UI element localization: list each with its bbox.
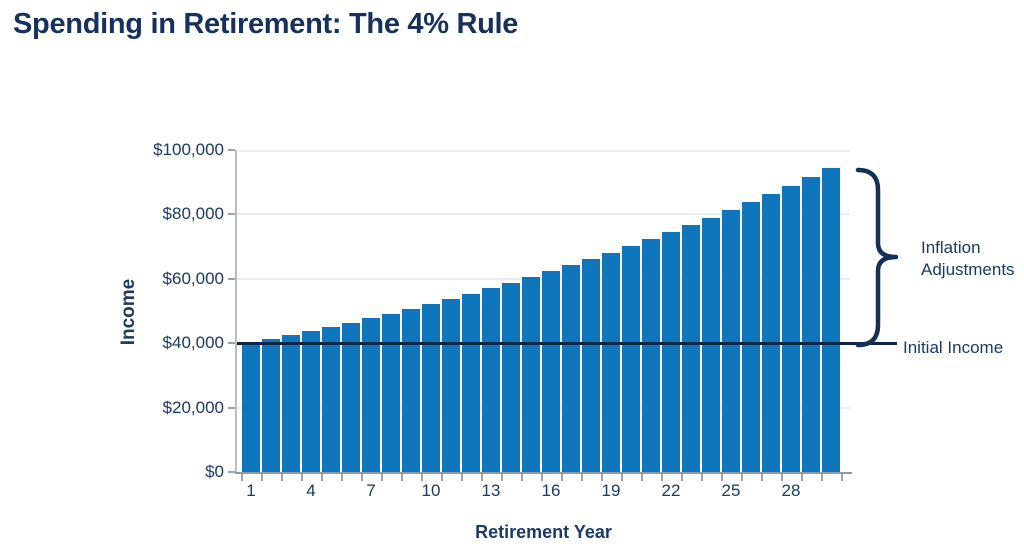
y-tick-label: $100,000 [153,140,224,159]
x-tick-mark [661,474,663,481]
x-tick-label: 19 [601,481,621,500]
bar [662,232,680,472]
inflation-label-line2: Adjustments [921,260,1015,279]
x-tick-label: 1 [246,481,256,500]
bar [382,313,400,472]
x-tick-mark [781,474,783,481]
y-axis-line [235,150,237,474]
bar [422,303,440,472]
x-tick-mark [541,474,543,481]
bar [262,339,280,472]
x-tick-mark [801,474,803,481]
x-tick-mark [641,474,643,481]
bar [722,210,740,472]
bar [362,318,380,472]
bar [742,202,760,472]
gridline [237,213,850,216]
y-tick-mark [228,471,235,473]
x-tick-mark [501,474,503,481]
bar [702,217,720,472]
bar [522,277,540,472]
plot-area [237,150,850,472]
x-tick-label: 13 [481,481,501,500]
x-tick-mark [361,474,363,481]
bar [562,265,580,472]
x-tick-label: 4 [306,481,316,500]
gridline [237,150,850,152]
x-tick-mark [621,474,623,481]
y-tick-label: $60,000 [162,268,224,288]
bar [682,225,700,472]
bar [642,239,660,472]
bar [622,246,640,472]
y-tick-mark [228,277,235,280]
y-tick-mark [228,213,235,216]
x-tick-mark [461,474,463,481]
x-tick-mark [241,474,243,481]
bar [282,335,300,472]
x-tick-mark [701,474,703,481]
bar [482,288,500,472]
x-tick-label: 10 [421,481,441,500]
bar [342,322,360,472]
x-tick-mark [481,474,483,481]
x-tick-mark [441,474,443,481]
x-tick-mark [681,474,683,481]
y-tick-label: $80,000 [162,204,224,224]
x-axis-line [235,472,852,474]
inflation-label-line1: Inflation [921,238,981,257]
x-tick-mark [521,474,523,481]
y-tick-mark [228,406,235,409]
y-tick-label: $40,000 [162,333,224,353]
x-tick-mark [261,474,263,481]
brace-icon [855,167,899,348]
bar [802,177,820,472]
chart-title: Spending in Retirement: The 4% Rule [13,8,519,40]
x-tick-mark [761,474,763,481]
y-tick-label: $20,000 [162,397,224,417]
x-tick-mark [821,474,823,481]
bar [302,331,320,472]
x-tick-mark [561,474,563,481]
bar [442,298,460,472]
x-tick-label: 28 [781,481,801,500]
bar [822,168,840,472]
bar [242,343,260,472]
y-tick-mark [228,342,235,345]
x-tick-label: 22 [661,481,681,500]
initial-income-line [237,341,897,345]
x-tick-label: 25 [721,481,741,500]
x-tick-mark [281,474,283,481]
x-tick-mark [341,474,343,481]
x-axis-title: Retirement Year [475,522,612,542]
x-tick-mark [741,474,743,481]
x-tick-mark [581,474,583,481]
bar [602,252,620,472]
x-tick-label: 7 [366,481,376,500]
x-tick-mark [721,474,723,481]
bar [782,185,800,472]
bar [462,293,480,472]
y-tick-mark [228,149,235,151]
x-tick-mark [401,474,403,481]
bar [762,194,780,472]
initial-income-label: Initial Income [903,338,1004,357]
x-tick-label: 16 [541,481,561,500]
y-tick-label: $0 [205,462,224,481]
x-tick-mark [381,474,383,481]
x-tick-mark [421,474,423,481]
inflation-adjustments-label: Inflation Adjustments [921,237,1015,281]
bar [582,259,600,472]
bar [542,271,560,472]
bar [502,282,520,472]
x-tick-mark [601,474,603,481]
bar [322,327,340,472]
x-tick-mark [321,474,323,481]
x-tick-mark [841,474,843,481]
bar [402,308,420,472]
x-tick-mark [301,474,303,481]
